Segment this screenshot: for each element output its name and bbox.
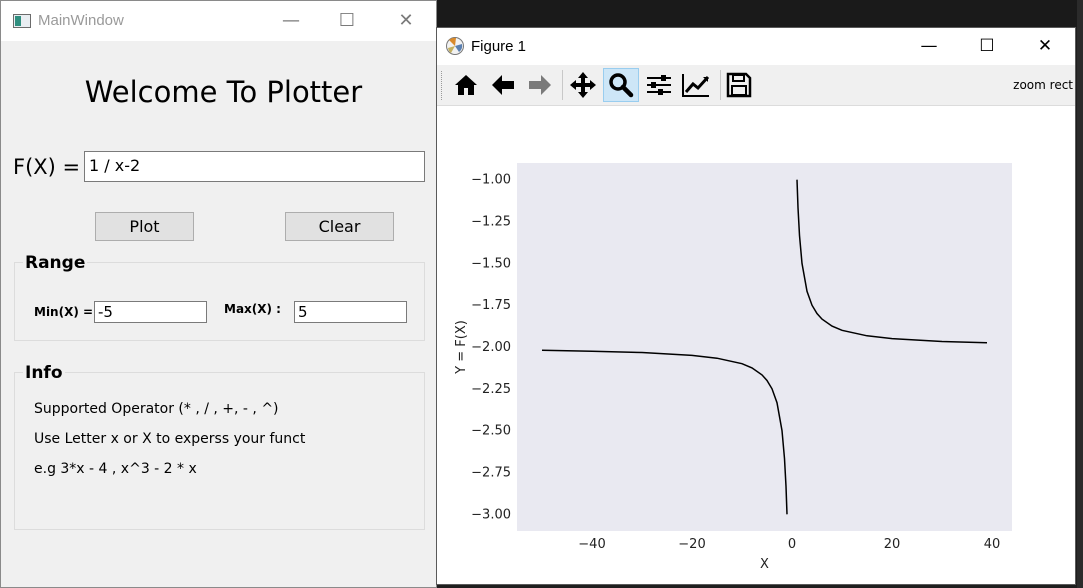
y-tick-label: −1.75 [471,298,511,313]
figure-canvas[interactable]: −40 −20 0 20 40 −1.00 −1.25 −1.50 −1.75 −2.00 −2.2… [437,106,1076,585]
desktop-background-edge [1077,0,1083,588]
series-line-1 [796,179,988,344]
plot-button[interactable]: Plot [95,212,194,241]
min-x-label: Min(X) = [34,305,94,319]
y-tick-label: −2.25 [471,382,511,397]
app-window-icon [13,14,31,28]
edit-axis-icon[interactable] [678,68,714,102]
save-icon[interactable] [721,68,757,102]
figure-title: Figure 1 [471,38,527,55]
y-tick-label: −2.00 [471,340,511,355]
toolbar-grip[interactable] [441,71,443,100]
x-tick-label: 40 [984,537,1001,552]
max-x-label: Max(X) : [224,302,281,316]
toolbar-status-message: zoom rect [1013,78,1073,92]
maximize-icon[interactable]: ☐ [338,10,356,31]
info-operators-text: Supported Operator (* , / , +, - , ^) [34,401,279,417]
minimize-icon[interactable]: — [282,10,300,31]
y-tick-label: −3.00 [471,507,511,522]
forward-arrow-icon[interactable] [522,68,558,102]
x-tick-label: −20 [678,537,705,552]
fx-label: F(X) = [13,155,81,179]
series-line-0 [541,349,788,515]
y-tick-label: −2.75 [471,465,511,480]
y-tick-label: −1.00 [471,173,511,188]
page-title: Welcome To Plotter [84,75,363,109]
maximize-icon[interactable]: ☐ [979,36,995,56]
range-group: Range [14,253,425,341]
toolbar-separator [562,70,563,100]
y-tick-label: −1.25 [471,215,511,230]
navigation-toolbar: zoom rect [437,65,1075,106]
y-tick-label: −2.50 [471,424,511,439]
zoom-icon[interactable] [603,68,639,102]
configure-subplots-icon[interactable] [641,68,677,102]
min-x-input[interactable]: -5 [94,301,207,323]
x-axis-label: X [760,557,769,572]
minimize-icon[interactable]: — [920,36,938,56]
x-tick-label: −40 [578,537,605,552]
figure-titlebar[interactable]: Figure 1 — ☐ ✕ [437,28,1075,65]
range-title: Range [23,253,88,273]
toolbar-separator [720,70,721,100]
desktop-background [437,0,1083,27]
pan-icon[interactable] [565,68,601,102]
info-example-text: e.g 3*x - 4 , x^3 - 2 * x [34,461,197,477]
matplotlib-icon [446,37,464,55]
clear-button[interactable]: Clear [285,212,394,241]
info-title: Info [23,363,65,383]
x-tick-label: 0 [788,537,796,552]
info-group: Info [14,363,425,530]
main-window-title: MainWindow [38,12,124,29]
y-axis-label: Y = F(X) [454,320,469,375]
back-arrow-icon[interactable] [485,68,521,102]
home-icon[interactable] [448,68,484,102]
x-tick-label: 20 [884,537,901,552]
main-window: MainWindow — ☐ ✕ Welcome To Plotter F(X)… [0,0,437,588]
close-icon[interactable]: ✕ [398,10,414,31]
close-icon[interactable]: ✕ [1037,36,1053,56]
function-input[interactable]: 1 / x-2 [84,151,425,182]
chart[interactable]: −40 −20 0 20 40 −1.00 −1.25 −1.50 −1.75 −2.00 −2.2… [437,106,1076,585]
figure-window: Figure 1 — ☐ ✕ zoom rect [436,27,1076,585]
main-window-titlebar[interactable]: MainWindow — ☐ ✕ [1,1,436,41]
y-tick-label: −1.50 [471,256,511,271]
max-x-input[interactable]: 5 [294,301,407,323]
axes-background [517,163,1012,531]
info-variable-text: Use Letter x or X to experss your functi… [34,431,306,447]
